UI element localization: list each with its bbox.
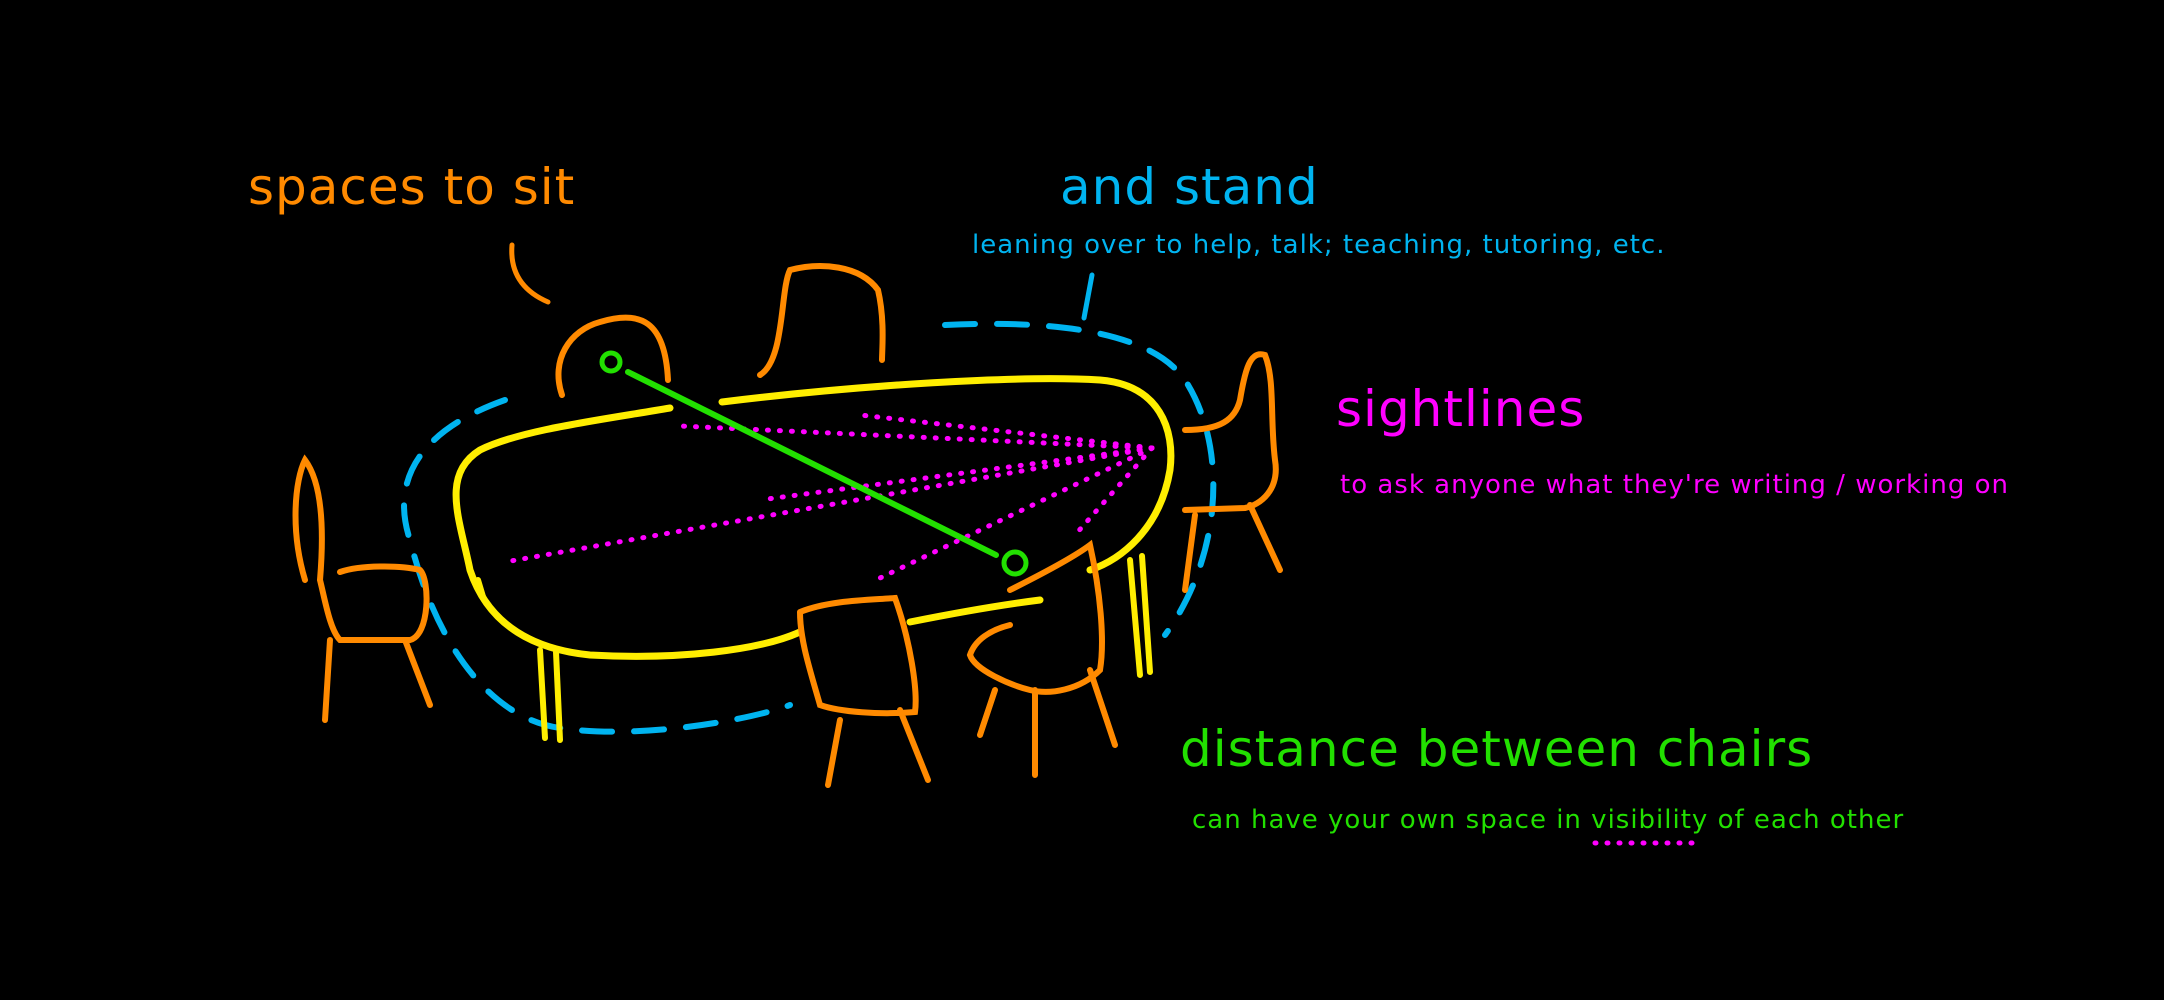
sightline-2 — [857, 412, 1155, 451]
table-leg-back-left — [475, 577, 487, 603]
chair-left — [292, 454, 433, 723]
sit-pointer — [509, 242, 551, 305]
and-stand-label: and stand — [1060, 158, 1319, 216]
standing-space-outline — [401, 320, 1217, 735]
sightlines-detail: to ask anyone what they're writing / wor… — [1340, 470, 2009, 500]
sightline-5 — [877, 445, 1155, 581]
sightline-3 — [757, 445, 1155, 503]
sightlines-label: sightlines — [1336, 380, 1586, 438]
spaces-to-sit-label: spaces to sit — [248, 158, 576, 216]
chair-distance-line — [625, 369, 999, 558]
chair-front-right — [966, 539, 1118, 778]
sightline-6 — [1072, 445, 1155, 538]
sightlines — [502, 412, 1703, 846]
seat-point-1 — [599, 350, 623, 374]
and-stand-detail: leaning over to help, talk; teaching, tu… — [972, 230, 1666, 260]
distance-label: distance between chairs — [1180, 720, 1814, 778]
chair-front-center — [797, 594, 931, 788]
sightline-4 — [502, 445, 1155, 565]
stand-pointer — [1081, 272, 1095, 321]
chair-right — [1182, 351, 1283, 593]
distance-detail: can have your own space in visibility of… — [1192, 805, 1905, 835]
sightline-1 — [677, 423, 1155, 451]
chair-back-left — [555, 314, 671, 398]
table-leg-front-left — [537, 647, 563, 743]
table-top — [452, 375, 1175, 660]
chair-back-center — [757, 263, 886, 378]
table-leg-front-right — [1127, 553, 1153, 678]
seat-point-2 — [1001, 549, 1029, 577]
